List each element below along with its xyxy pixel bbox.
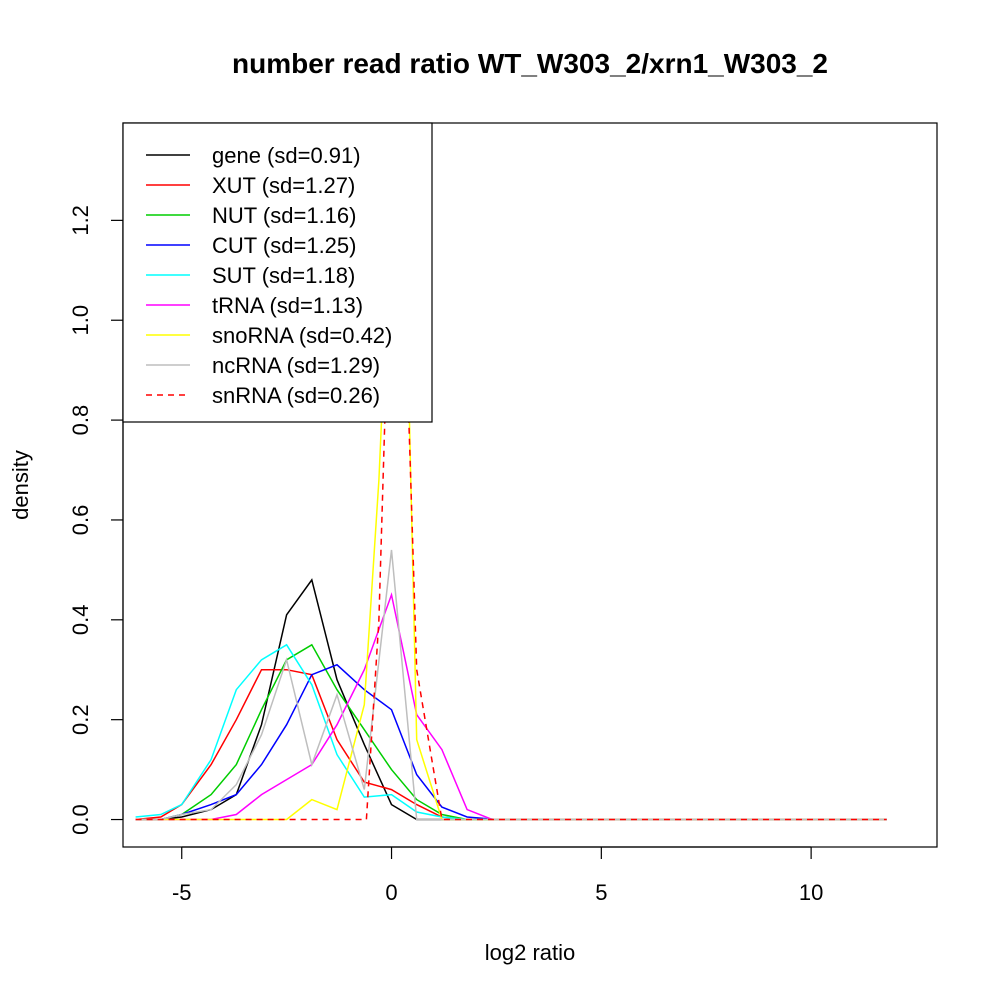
legend-label-5: tRNA (sd=1.13) — [212, 293, 363, 318]
chart-title: number read ratio WT_W303_2/xrn1_W303_2 — [232, 48, 828, 79]
legend-box — [122, 122, 433, 423]
legend-label-3: CUT (sd=1.25) — [212, 233, 356, 258]
legend-label-0: gene (sd=0.91) — [212, 143, 361, 168]
legend-label-1: XUT (sd=1.27) — [212, 173, 355, 198]
x-tick-label: 10 — [799, 880, 823, 905]
legend-label-6: snoRNA (sd=0.42) — [212, 323, 392, 348]
series-line-6 — [135, 195, 887, 821]
legend-label-4: SUT (sd=1.18) — [212, 263, 355, 288]
legend-label-8: snRNA (sd=0.26) — [212, 383, 380, 408]
legend: gene (sd=0.91) XUT (sd=1.27) NUT (sd=1.16)… — [122, 122, 433, 423]
y-axis-label: density — [8, 450, 33, 520]
legend-label-7: ncRNA (sd=1.29) — [212, 353, 380, 378]
x-axis: -5 0 5 10 — [172, 846, 823, 905]
series-line-7 — [135, 549, 887, 821]
y-tick-label: 0.8 — [68, 405, 93, 436]
series-line-1 — [135, 668, 887, 821]
series-line-0 — [135, 578, 887, 821]
y-tick-label: 0.4 — [68, 605, 93, 636]
y-tick-label: 1.2 — [68, 205, 93, 236]
y-tick-label: 0.6 — [68, 505, 93, 536]
x-axis-label: log2 ratio — [485, 940, 576, 965]
x-tick-label: 0 — [385, 880, 397, 905]
y-tick-label: 0.0 — [68, 804, 93, 835]
y-axis: 0.0 0.2 0.4 0.6 0.8 1.0 1.2 — [68, 205, 124, 835]
y-tick-label: 1.0 — [68, 305, 93, 336]
x-tick-label: -5 — [172, 880, 192, 905]
legend-label-2: NUT (sd=1.16) — [212, 203, 356, 228]
series-line-4 — [135, 643, 887, 821]
x-tick-label: 5 — [595, 880, 607, 905]
series-line-5 — [135, 592, 887, 821]
series-line-2 — [135, 643, 887, 821]
y-tick-label: 0.2 — [68, 704, 93, 735]
series-line-3 — [135, 663, 887, 821]
